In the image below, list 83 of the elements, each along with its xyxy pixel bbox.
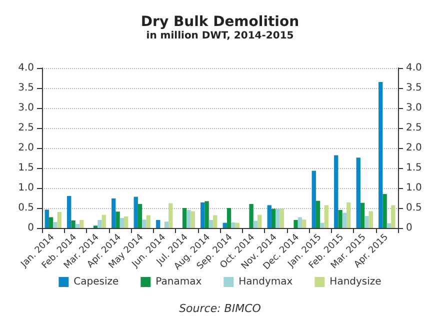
bar [334, 155, 338, 228]
bar [200, 202, 205, 228]
bar [378, 82, 383, 228]
bar [338, 210, 342, 228]
y2-tick-label: 1.0 [406, 182, 422, 194]
bar [253, 220, 258, 228]
bar [98, 220, 102, 228]
y2-tick-label: 0.5 [406, 202, 422, 214]
bar [146, 215, 150, 228]
bar [276, 208, 280, 228]
legend-label: Handymax [238, 276, 293, 288]
y-tick-label: 3.5 [18, 82, 34, 94]
bar [231, 222, 236, 228]
y2-tick-label: 3.5 [406, 82, 422, 94]
bar [280, 208, 284, 228]
bar [386, 223, 392, 228]
chart-title: Dry Bulk Demolition [140, 14, 300, 30]
bar [182, 208, 187, 228]
y-tick-label: 1.0 [18, 182, 34, 194]
source-note: Source: BIMCO [179, 302, 262, 315]
bar [186, 210, 191, 228]
bar [116, 212, 120, 228]
bar [324, 205, 328, 228]
bar [75, 224, 80, 228]
bar [44, 210, 49, 228]
bar [71, 220, 76, 228]
y2-tick-label: 1.5 [406, 162, 422, 174]
bar [222, 222, 227, 228]
y2-tick-label: 2.5 [406, 122, 422, 134]
bar [235, 222, 240, 228]
bar [294, 220, 298, 228]
y-tick-label: 0 [28, 222, 34, 234]
bar [320, 222, 324, 228]
y2-tick-label: 4.0 [406, 62, 422, 74]
bar [298, 217, 302, 228]
bar [124, 216, 128, 228]
bar [312, 170, 316, 228]
bar [382, 194, 387, 228]
bar [213, 215, 218, 228]
y2-tick-label: 0 [406, 222, 412, 234]
bar [53, 222, 58, 228]
bar [342, 212, 347, 228]
bar [57, 212, 62, 228]
bar [391, 205, 396, 228]
bar [80, 220, 84, 228]
bar [364, 216, 369, 228]
bar [316, 200, 320, 228]
y-tick-label: 0.5 [18, 202, 34, 214]
legend-label: Handysize [330, 276, 382, 288]
bar [204, 201, 209, 228]
bar [120, 218, 124, 228]
bar [356, 158, 360, 228]
y-tick-label: 1.5 [18, 162, 34, 174]
bar [134, 196, 138, 228]
bar [302, 220, 306, 228]
bar [208, 220, 214, 228]
y-tick-label: 2.5 [18, 122, 34, 134]
bar [346, 202, 351, 228]
bar [102, 214, 106, 228]
bar [48, 217, 54, 228]
bar [156, 220, 160, 228]
bar [267, 205, 272, 228]
bar [190, 211, 195, 228]
bar [164, 222, 169, 228]
chart-subtitle: in million DWT, 2014-2015 [146, 30, 294, 42]
y-tick-label: 2.0 [18, 142, 34, 154]
y2-tick-label: 3.0 [406, 102, 422, 114]
bar [249, 204, 254, 228]
bar [226, 208, 232, 228]
y-tick-label: 4.0 [18, 62, 34, 74]
y-tick-label: 3.0 [18, 102, 34, 114]
bar [142, 220, 146, 228]
legend-label: Capesize [74, 276, 119, 288]
bar [138, 204, 142, 228]
bar [258, 214, 262, 228]
y2-tick-label: 2.0 [406, 142, 422, 154]
bar [271, 208, 276, 228]
bar [112, 198, 116, 228]
bar [67, 196, 72, 228]
bar [168, 203, 173, 228]
bar [360, 202, 365, 228]
legend-label: Panamax [156, 276, 202, 288]
bar [368, 211, 373, 228]
